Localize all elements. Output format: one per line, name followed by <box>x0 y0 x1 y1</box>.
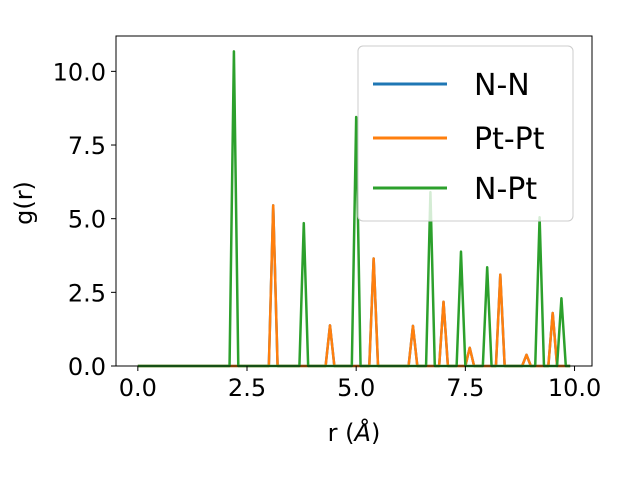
y-tick-label: 7.5 <box>68 132 106 160</box>
legend-label-pt-pt: Pt-Pt <box>474 122 545 157</box>
y-axis-label: g(r) <box>10 181 38 225</box>
y-tick-label: 0.0 <box>68 353 106 381</box>
x-axis-label-symbol: Å <box>353 418 371 447</box>
legend: N-N Pt-Pt N-Pt <box>357 45 574 222</box>
x-axis-label: r (Å) <box>328 418 381 447</box>
legend-box <box>357 45 574 222</box>
legend-label-n-n: N-N <box>474 68 530 103</box>
legend-label-n-pt: N-Pt <box>474 172 537 207</box>
y-tick-label: 2.5 <box>68 279 106 307</box>
x-tick-label: 5.0 <box>337 374 375 402</box>
x-axis-label-main: r ( <box>328 419 355 447</box>
y-tick-label: 5.0 <box>68 206 106 234</box>
y-tick-label: 10.0 <box>53 58 106 86</box>
plot-frame <box>115 35 593 367</box>
x-tick-label: 7.5 <box>446 374 484 402</box>
x-tick-label: 2.5 <box>228 374 266 402</box>
x-tick-label: 0.0 <box>119 374 157 402</box>
x-axis-label-close: ) <box>371 419 380 447</box>
ticks-layer: 0.0 2.5 5.0 7.5 10.0 0.0 2.5 5.0 7.5 10.0 <box>53 58 602 402</box>
x-tick-label: 10.0 <box>548 374 601 402</box>
